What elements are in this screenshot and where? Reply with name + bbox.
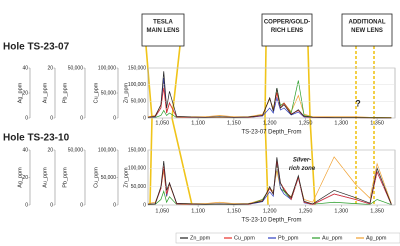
lens-guide: [145, 45, 153, 206]
x-tick-label: 1,350: [370, 208, 384, 214]
x-tick-label: 1,200: [263, 208, 277, 214]
annotation: COPPER/GOLD-: [264, 20, 310, 26]
legend-label: Pb_ppm: [278, 235, 299, 241]
legend-label: Zn_ppm: [190, 235, 211, 241]
y-tick-label: 0: [50, 202, 53, 208]
y-tick-label: 0: [113, 115, 116, 121]
series-line: [147, 156, 392, 204]
y-tick-label: 50,000: [68, 147, 84, 153]
y-tick-label: 20: [22, 175, 28, 181]
annotation: ?: [355, 98, 361, 108]
y-tick-label: 0: [143, 202, 146, 208]
y-axis-title: Ag_ppm: [17, 82, 23, 103]
y-tick-label: 50,000: [68, 65, 84, 71]
lens-guide: [171, 45, 193, 206]
annotation-box: [141, 13, 185, 47]
y-axis-title: Pb_ppm: [62, 167, 68, 188]
y-axis-title: Cu_ppm: [93, 167, 99, 188]
x-tick-label: 1,200: [263, 120, 277, 126]
y-tick-label: 0: [80, 115, 83, 121]
annotation: RICH LENS: [271, 28, 303, 34]
y-tick-label: 50,000: [101, 175, 117, 181]
y-tick-label: 0: [25, 202, 28, 208]
y-axis-title: Pb_ppm: [62, 82, 68, 103]
y-tick-label: 100,000: [128, 166, 146, 172]
y-axis-title: Zn_ppm: [123, 167, 129, 188]
series-line: [147, 160, 392, 205]
annotation-box: [341, 13, 393, 47]
y-tick-label: 0: [50, 115, 53, 121]
y-tick-label: 100,000: [98, 147, 116, 153]
annotation: ADDITIONAL: [349, 20, 386, 26]
y-axis-title: Ag_ppm: [17, 167, 23, 188]
y-tick-label: 0: [113, 202, 116, 208]
y-axis-title: Cu_ppm: [93, 82, 99, 103]
y-tick-label: 150,000: [128, 65, 146, 71]
series-line: [147, 157, 392, 205]
panel-title: Hole TS-23-10: [3, 133, 70, 144]
legend-label: Au_ppm: [322, 235, 343, 241]
annotation: TESLA: [153, 20, 173, 26]
x-axis-title: TS-23-10 Depth_From: [241, 218, 301, 224]
y-tick-label: 40: [22, 65, 28, 71]
y-tick-label: 0: [80, 202, 83, 208]
x-tick-label: 1,250: [299, 208, 313, 214]
y-tick-label: 100,000: [128, 82, 146, 88]
panel-title: Hole TS-23-07: [3, 42, 70, 53]
y-tick-label: 100,000: [98, 65, 116, 71]
x-tick-label: 1,150: [227, 208, 241, 214]
x-tick-label: 1,100: [191, 208, 205, 214]
legend-box: [175, 232, 400, 244]
x-tick-label: 1,300: [334, 120, 348, 126]
y-tick-label: 0: [25, 115, 28, 121]
series-line: [147, 71, 392, 119]
annotation: Silver-: [293, 158, 311, 164]
x-tick-label: 1,050: [155, 208, 169, 214]
y-axis-title: Zn_ppm: [123, 82, 129, 103]
legend-label: Cu_ppm: [234, 235, 255, 241]
x-tick-label: 1,050: [155, 120, 169, 126]
y-tick-label: 20: [22, 90, 28, 96]
y-axis-title: Au_ppm: [42, 82, 48, 103]
legend-label: Ag_ppm: [366, 235, 387, 241]
series-line: [147, 160, 392, 205]
y-tick-label: 20: [47, 65, 53, 71]
y-tick-label: 0: [143, 115, 146, 121]
annotation: NEW LENS: [351, 28, 383, 34]
annotation: MAIN LENS: [147, 28, 180, 34]
y-tick-label: 50,000: [131, 99, 147, 105]
x-tick-label: 1,350: [370, 120, 384, 126]
y-axis-title: Au_ppm: [42, 167, 48, 188]
x-tick-label: 1,250: [299, 120, 313, 126]
y-tick-label: 150,000: [128, 147, 146, 153]
x-tick-label: 1,150: [227, 120, 241, 126]
y-tick-label: 50,000: [131, 184, 147, 190]
x-tick-label: 1,100: [191, 120, 205, 126]
x-axis-title: TS-23-07 Depth_From: [241, 130, 301, 136]
y-tick-label: 20: [47, 147, 53, 153]
x-tick-label: 1,300: [334, 208, 348, 214]
y-tick-label: 40: [22, 147, 28, 153]
annotation-box: [261, 13, 313, 47]
y-tick-label: 50,000: [101, 90, 117, 96]
annotation: rich zone: [289, 166, 316, 172]
